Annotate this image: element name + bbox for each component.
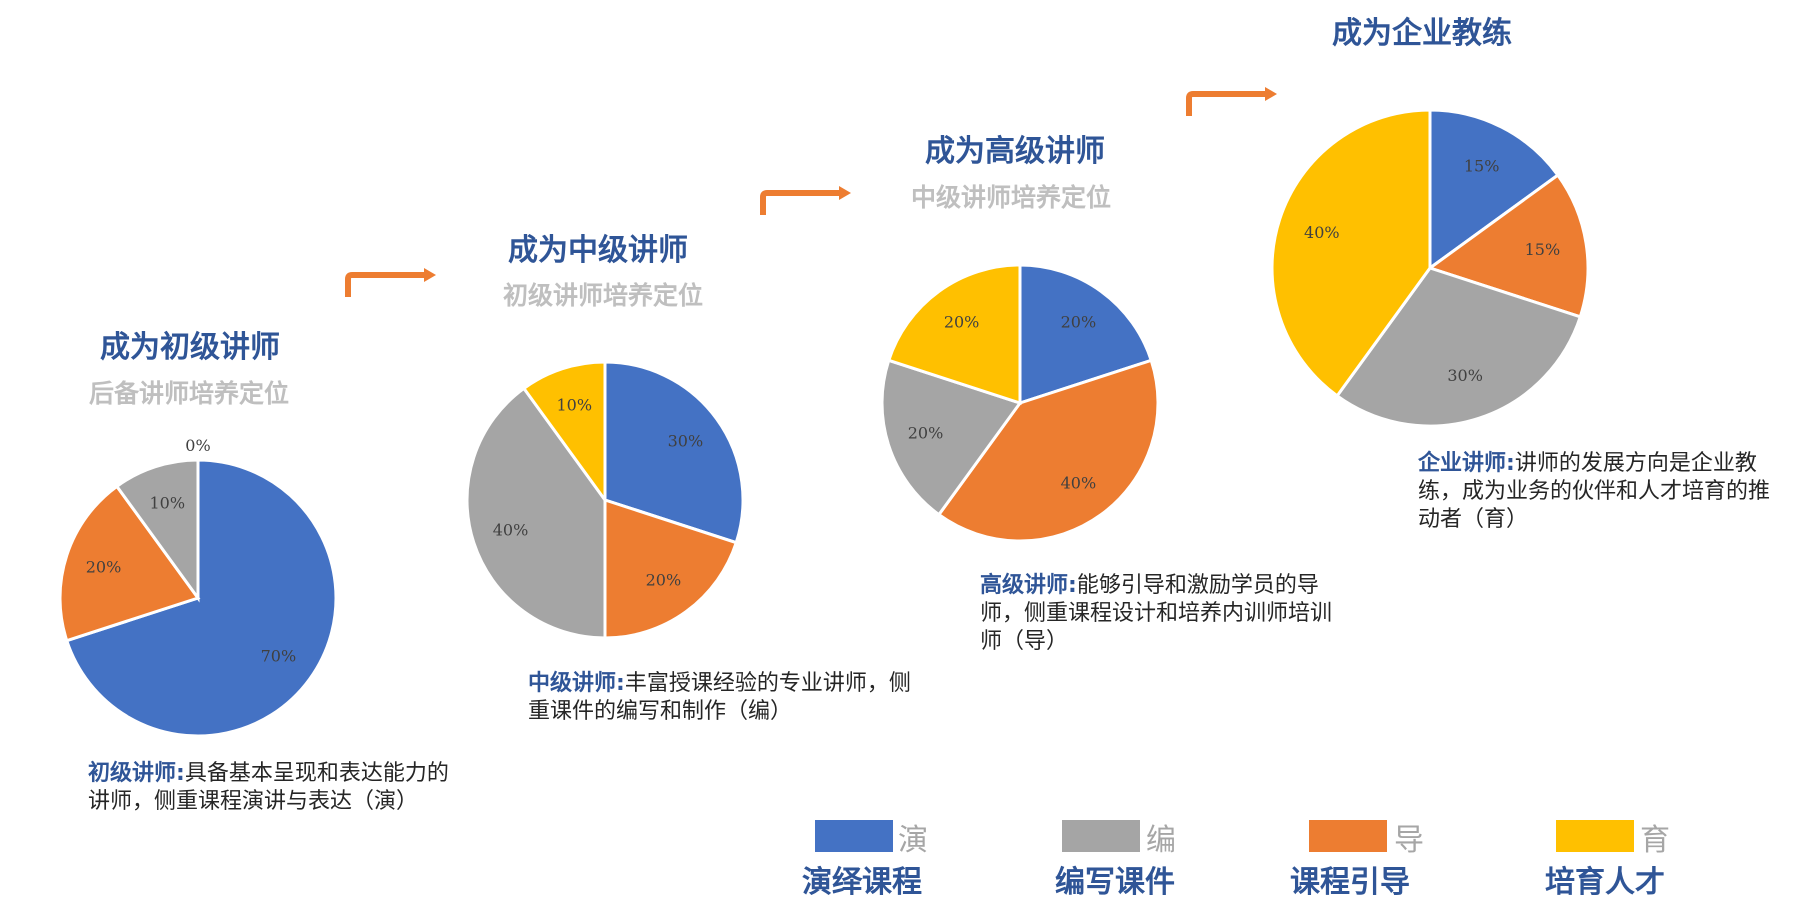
stage1-pie-label-导: 20% <box>86 557 122 576</box>
stage4-pie-chart: 15% 15% 30% 40% <box>1270 108 1590 428</box>
stage4-title: 成为企业教练 <box>1332 16 1512 51</box>
stage3-pie-chart: 20% 40% 20% 20% <box>880 263 1160 543</box>
arrow-1-icon <box>345 268 436 297</box>
stage2-pie-chart: 30% 20% 40% 10% <box>465 360 745 640</box>
stage4-pie-slice-编 <box>1335 266 1583 428</box>
stage2-pie-slice-演 <box>603 360 745 545</box>
stage4-pie-label-导: 15% <box>1525 240 1561 259</box>
legend-swatch-yu <box>1556 820 1634 852</box>
legend-char-bian: 编 <box>1146 823 1176 858</box>
stage3-pie-label-演: 20% <box>1061 313 1097 332</box>
stage3-desc-text: 能够引导和激励学员的导师，侧重课程设计和培养内训师培训师（导） <box>980 573 1333 654</box>
stage4-desc-text: 讲师的发展方向是企业教练，成为业务的伙伴和人才培育的推动者（育） <box>1418 451 1771 532</box>
stage1-pie-slice-编 <box>114 458 200 603</box>
stage1-pie-label-编: 10% <box>150 494 186 513</box>
stage3-pie-slice-育 <box>886 263 1022 406</box>
stage3-pie-slice-导 <box>936 358 1160 543</box>
stage2-description: 中级讲师:丰富授课经验的专业讲师，侧重课件的编写和制作（编） <box>528 670 928 726</box>
arrow-2-icon <box>760 186 851 215</box>
stage2-pie-label-编: 40% <box>493 521 529 540</box>
stage4-pie-label-演: 15% <box>1464 157 1500 176</box>
stage3-pie-slice-演 <box>1018 263 1154 406</box>
stage1-pie-slice-演 <box>64 458 338 738</box>
stage3-description: 高级讲师:能够引导和激励学员的导师，侧重课程设计和培养内训师培训师（导） <box>980 572 1352 656</box>
stage4-pie-slice-演 <box>1428 108 1560 271</box>
stage3-desc-lead: 高级讲师: <box>980 573 1077 598</box>
stage1-desc-lead: 初级讲师: <box>88 761 185 786</box>
stage4-pie-label-育: 40% <box>1304 223 1340 242</box>
stage1-description: 初级讲师:具备基本呈现和表达能力的讲师，侧重课程演讲与表达（演） <box>88 760 468 816</box>
stage2-pie-label-育: 10% <box>557 396 593 415</box>
stage3-pie-slice-编 <box>880 358 1023 517</box>
stage3-pie-label-编: 20% <box>908 424 944 443</box>
stage2-pie-slice-导 <box>603 497 739 640</box>
stage1-pie-label-演: 70% <box>261 646 297 665</box>
stage2-pie-label-导: 20% <box>646 570 682 589</box>
stage3-title: 成为高级讲师 <box>925 134 1105 169</box>
stage1-pie-chart: 70% 20% 10% 0% <box>58 436 338 738</box>
legend-label-yan: 演绎课程 <box>802 865 922 900</box>
stage2-desc-text: 丰富授课经验的专业讲师，侧重课件的编写和制作（编） <box>528 671 911 724</box>
stage1-desc-text: 具备基本呈现和表达能力的讲师，侧重课程演讲与表达（演） <box>88 761 449 814</box>
legend-char-yu: 育 <box>1640 823 1670 858</box>
stage2-pie-label-演: 30% <box>668 432 704 451</box>
stage1-title: 成为初级讲师 <box>100 330 280 365</box>
stage2-subtitle: 初级讲师培养定位 <box>503 281 704 310</box>
arrow-3-icon <box>1186 87 1277 116</box>
stage4-pie-slice-导 <box>1426 173 1590 319</box>
stage4-pie-slice-育 <box>1270 108 1432 398</box>
stage3-pie-label-导: 40% <box>1061 473 1097 492</box>
legend-swatch-bian <box>1062 820 1140 852</box>
stage4-pie-label-编: 30% <box>1447 366 1483 385</box>
legend-char-dao: 导 <box>1394 823 1424 858</box>
legend-label-dao: 课程引导 <box>1290 865 1410 900</box>
stage1-subtitle: 后备讲师培养定位 <box>89 379 290 408</box>
stage3-subtitle: 中级讲师培养定位 <box>911 183 1112 212</box>
legend-char-yan: 演 <box>898 823 928 858</box>
legend-swatch-dao <box>1309 820 1387 852</box>
stage1-pie-slice-导 <box>58 484 201 643</box>
legend-label-yu: 培育人才 <box>1545 865 1665 900</box>
stage2-desc-lead: 中级讲师: <box>528 671 625 696</box>
stage2-pie-slice-育 <box>521 360 607 505</box>
stage4-description: 企业讲师:讲师的发展方向是企业教练，成为业务的伙伴和人才培育的推动者（育） <box>1418 450 1788 534</box>
stage3-pie-label-育: 20% <box>944 313 980 332</box>
stage1-pie-label-育: 0% <box>185 436 210 455</box>
stage4-desc-lead: 企业讲师: <box>1418 451 1515 476</box>
legend-swatch-yan <box>815 820 893 852</box>
stage2-pie-slice-编 <box>465 386 607 640</box>
legend-label-bian: 编写课件 <box>1055 865 1175 900</box>
stage2-title: 成为中级讲师 <box>508 233 688 268</box>
